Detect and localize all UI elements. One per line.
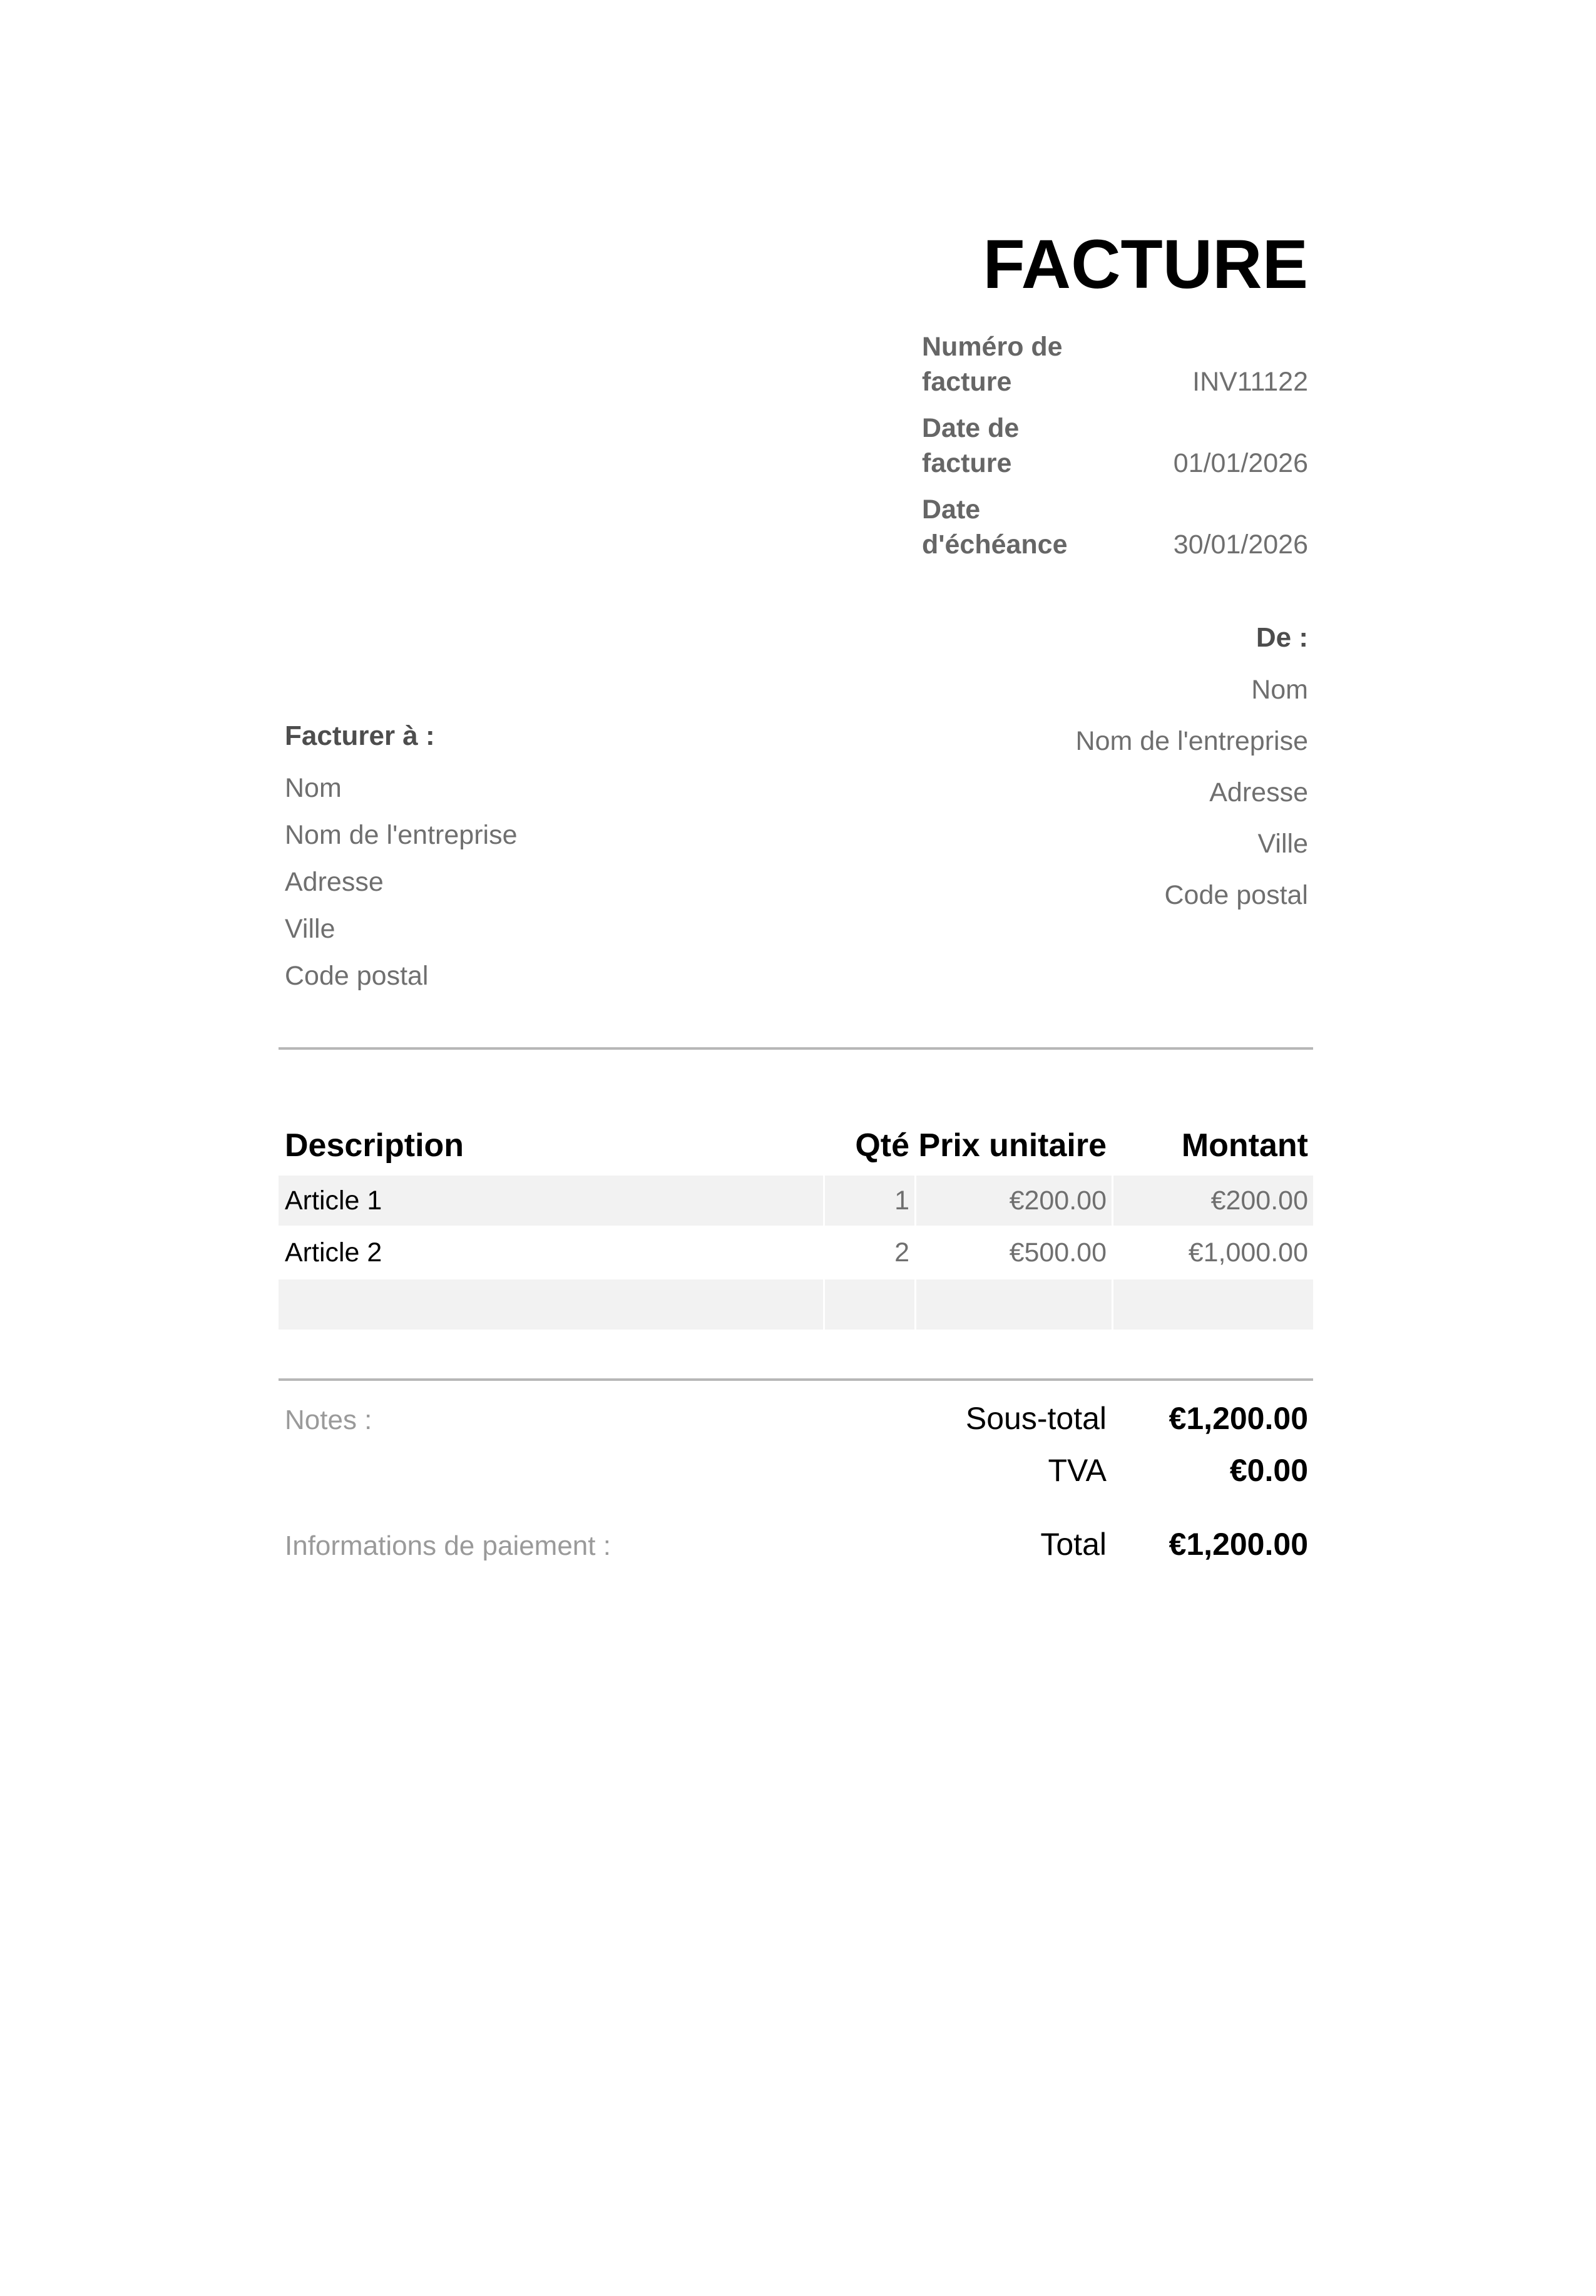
due-date-label: Date d'échéance bbox=[922, 495, 1068, 560]
header-unit-price: Prix unitaire bbox=[918, 1127, 1107, 1164]
subtotal-row: Notes : Sous-total €1,200.00 bbox=[279, 1401, 1313, 1438]
bill-to-block: Facturer à : Nom Nom de l'entreprise Adr… bbox=[279, 622, 870, 992]
cell-qty: 2 bbox=[894, 1237, 909, 1268]
cell-description bbox=[279, 1279, 823, 1330]
page-title: FACTURE bbox=[983, 226, 1308, 303]
header-qty: Qté bbox=[855, 1127, 909, 1164]
invoice-date-value: 01/01/2026 bbox=[1173, 448, 1308, 478]
divider-bottom bbox=[279, 1378, 1313, 1381]
totals-section: Notes : Sous-total €1,200.00 TVA €0.00 I… bbox=[279, 1401, 1313, 1564]
bill-to-company: Nom de l'entreprise bbox=[285, 820, 518, 850]
header-amount: Montant bbox=[1181, 1127, 1308, 1164]
subtotal-label: Sous-total bbox=[965, 1401, 1107, 1436]
subtotal-value: €1,200.00 bbox=[1169, 1401, 1308, 1436]
cell-qty bbox=[825, 1279, 914, 1330]
payment-info-label: Informations de paiement : bbox=[285, 1530, 611, 1561]
parties-section: Facturer à : Nom Nom de l'entreprise Adr… bbox=[279, 622, 1313, 992]
divider-top bbox=[279, 1047, 1313, 1050]
bill-to-postal-code: Code postal bbox=[285, 961, 429, 991]
from-heading: De : bbox=[1256, 622, 1308, 653]
from-postal-code: Code postal bbox=[1164, 880, 1309, 910]
cell-unit-price bbox=[916, 1279, 1112, 1330]
header-description: Description bbox=[285, 1127, 464, 1164]
tax-row: TVA €0.00 bbox=[279, 1453, 1313, 1488]
table-row-empty bbox=[279, 1279, 1313, 1330]
bill-to-heading: Facturer à : bbox=[285, 720, 435, 751]
total-label: Total bbox=[1040, 1527, 1107, 1562]
meta-row-invoice-date: Date de facture 01/01/2026 bbox=[922, 411, 1313, 481]
meta-row-due-date: Date d'échéance 30/01/2026 bbox=[922, 492, 1313, 562]
bill-to-address: Adresse bbox=[285, 867, 384, 897]
due-date-value: 30/01/2026 bbox=[1173, 530, 1308, 560]
from-city: Ville bbox=[1257, 829, 1308, 859]
meta-row-invoice-number: Numéro de facture INV11122 bbox=[922, 329, 1313, 399]
cell-amount bbox=[1113, 1279, 1313, 1330]
cell-description: Article 1 bbox=[279, 1176, 823, 1226]
notes-label: Notes : bbox=[285, 1405, 372, 1435]
total-value: €1,200.00 bbox=[1169, 1527, 1308, 1562]
tax-label: TVA bbox=[1048, 1453, 1107, 1488]
invoice-date-label: Date de facture bbox=[922, 413, 1020, 478]
cell-description: Article 2 bbox=[285, 1237, 382, 1268]
invoice-number-value: INV11122 bbox=[1192, 367, 1308, 397]
cell-amount: €200.00 bbox=[1113, 1176, 1313, 1226]
bill-to-name: Nom bbox=[285, 773, 342, 803]
cell-unit-price: €200.00 bbox=[916, 1176, 1112, 1226]
items-table: Description Qté Prix unitaire Montant Ar… bbox=[279, 1127, 1313, 1330]
items-table-header: Description Qté Prix unitaire Montant bbox=[279, 1127, 1313, 1174]
table-row: Article 1 1 €200.00 €200.00 bbox=[279, 1176, 1313, 1226]
tax-value: €0.00 bbox=[1229, 1453, 1308, 1488]
invoice-document: FACTURE Numéro de facture INV11122 Date … bbox=[0, 230, 1596, 2296]
table-row: Article 2 2 €500.00 €1,000.00 bbox=[279, 1227, 1313, 1278]
from-name: Nom bbox=[1251, 675, 1308, 705]
from-address: Adresse bbox=[1209, 777, 1308, 807]
from-block: De : Nom Nom de l'entreprise Adresse Vil… bbox=[870, 622, 1313, 992]
cell-amount: €1,000.00 bbox=[1188, 1237, 1308, 1268]
cell-qty: 1 bbox=[825, 1176, 914, 1226]
bill-to-city: Ville bbox=[285, 914, 335, 944]
invoice-meta: Numéro de facture INV11122 Date de factu… bbox=[922, 329, 1313, 562]
total-row: Informations de paiement : Total €1,200.… bbox=[279, 1527, 1313, 1564]
cell-unit-price: €500.00 bbox=[1009, 1237, 1107, 1268]
invoice-number-label: Numéro de facture bbox=[922, 332, 1063, 397]
from-company: Nom de l'entreprise bbox=[1075, 726, 1308, 756]
